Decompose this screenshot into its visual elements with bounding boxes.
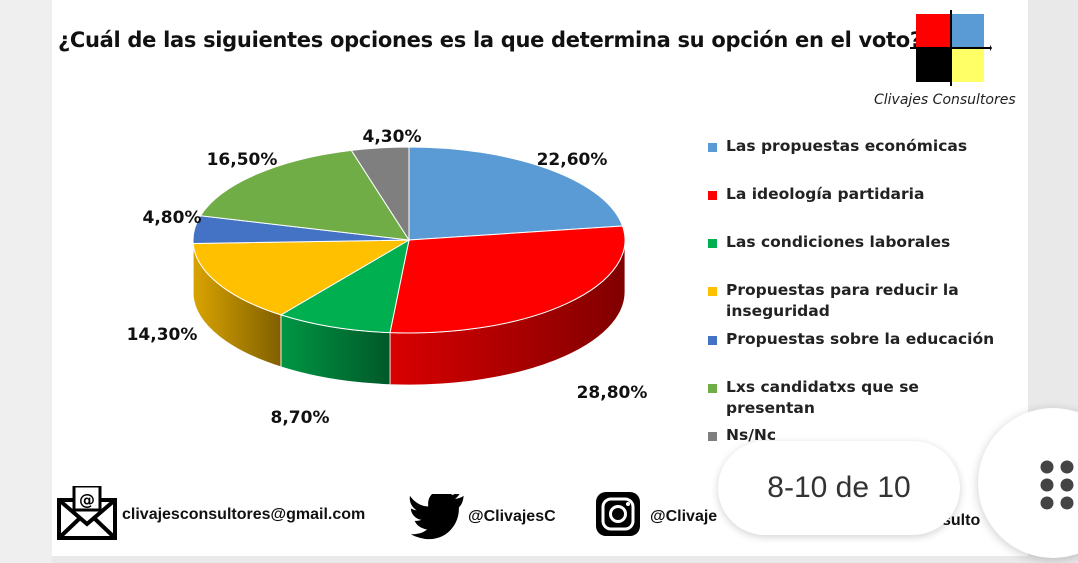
grid-dots-icon (1040, 460, 1074, 510)
page-indicator: 8-10 de 10 (718, 441, 960, 535)
legend-label: Propuestas para reducir la inseguridad (726, 281, 959, 320)
legend-label: Ns/Nc (726, 426, 777, 444)
legend-label: La ideología partidaria (726, 185, 925, 203)
legend-swatch (708, 287, 717, 296)
page-indicator-text: 8-10 de 10 (767, 471, 911, 504)
facebook-handle-partial: sulto (942, 512, 981, 529)
legend-swatch (708, 432, 717, 441)
legend-swatch (708, 239, 717, 248)
instagram-handle: @Clivaje (650, 508, 718, 525)
legend-label: Lxs candidatxs que se presentan (726, 378, 919, 417)
legend-label: Propuestas sobre la educación (726, 330, 995, 348)
legend-item: Lxs candidatxs que se presentan (708, 377, 1008, 419)
page-title: ¿Cuál de las siguientes opciones es la q… (58, 28, 922, 52)
email-icon: @ (57, 486, 117, 540)
legend-item: Las condiciones laborales (708, 232, 1008, 253)
legend-item: Propuestas sobre la educación (708, 329, 1008, 350)
legend-swatch (708, 191, 717, 200)
email-text: clivajesconsultores@gmail.com (122, 506, 366, 523)
pie-label-las-propuestas-economicas: 22,60% (537, 150, 608, 170)
pie-slice-las-propuestas-economicas (408, 146, 624, 241)
instagram-icon (596, 492, 640, 536)
legend-label: Las condiciones laborales (726, 233, 951, 251)
legend-swatch (708, 384, 717, 393)
pie-label-lxs-candidatxs-que-se-presentan: 16,50% (207, 150, 278, 170)
pie-slice-lxs-candidatxs-que-se-presentan (199, 149, 410, 241)
pie-label-la-ideologia-partidaria: 28,80% (577, 383, 648, 403)
pie-label-ns-nc: 4,30% (363, 127, 422, 147)
footer: @ clivajesconsultores@gmail.com @Clivaje… (52, 486, 1028, 546)
legend-item: Ns/Nc (708, 425, 1008, 446)
legend-swatch (708, 143, 717, 152)
legend-label: Las propuestas económicas (726, 137, 968, 155)
pie-slice-propuestas-para-reducir-la-inseguridad (192, 239, 411, 316)
slide: ¿Cuál de las siguientes opciones es la q… (52, 0, 1028, 556)
pie-label-las-condiciones-laborales: 8,70% (271, 408, 330, 428)
legend-swatch (708, 336, 717, 345)
legend-item: La ideología partidaria (708, 184, 1008, 205)
brand-name: Clivajes Consultores (874, 92, 1016, 108)
pie-slice-ns-nc (350, 146, 410, 242)
logo-black-square (916, 49, 950, 82)
pie-slice-las-condiciones-laborales (279, 239, 410, 334)
pie-chart: 22,60% 28,80% 8,70% 14,30% 4,80% 16,50% 4,30% (127, 127, 648, 428)
pie-label-propuestas-sobre-la-educacion: 4,80% (143, 208, 202, 228)
brand-logo (910, 10, 992, 86)
twitter-bird-icon (409, 494, 464, 540)
pie-label-propuestas-para-reducir-la-inseguridad: 14,30% (127, 325, 198, 345)
logo-yellow-square (952, 49, 984, 82)
logo-blue-square (952, 14, 984, 47)
pie-slice-la-ideologia-partidaria (389, 225, 626, 334)
legend-item: Las propuestas económicas (708, 136, 1008, 157)
logo-red-square (916, 14, 950, 47)
svg-text:@: @ (79, 490, 95, 509)
legend-item: Propuestas para reducir la inseguridad (708, 280, 1008, 322)
left-margin (0, 0, 52, 563)
twitter-handle: @ClivajesC (468, 508, 556, 525)
